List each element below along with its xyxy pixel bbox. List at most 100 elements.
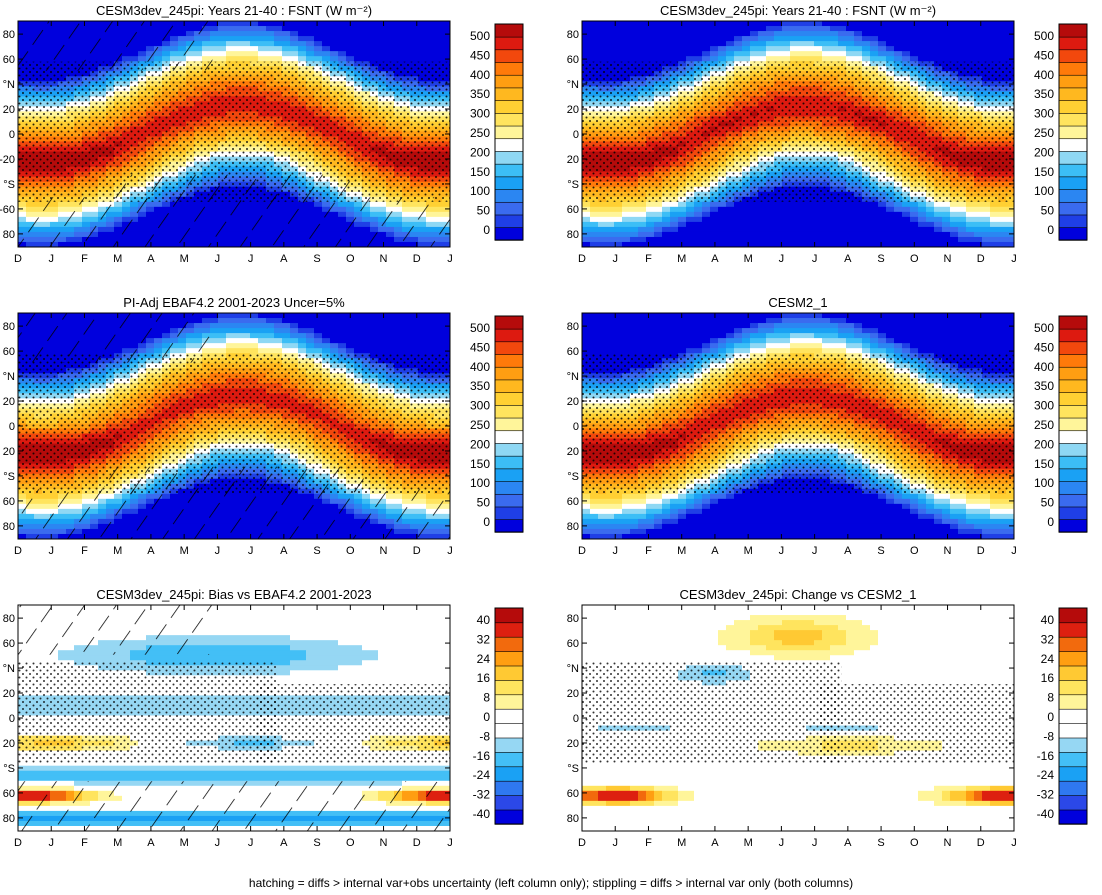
heatmap-cell: [718, 21, 727, 27]
heatmap-cell: [806, 56, 815, 62]
heatmap-cell: [750, 201, 759, 208]
heatmap-cell: [234, 46, 243, 52]
heatmap-cell: [638, 226, 647, 233]
heatmap-cell: [862, 21, 871, 27]
heatmap-cell: [774, 26, 783, 32]
heatmap-cell: [910, 221, 919, 228]
heatmap-cell: [934, 56, 943, 62]
heatmap-cell: [630, 226, 639, 233]
heatmap-cell: [822, 51, 831, 57]
heatmap-cell: [242, 36, 251, 42]
heatmap-cell: [266, 51, 275, 57]
heatmap-cell: [894, 21, 903, 27]
x-tick-label: A: [711, 253, 719, 265]
heatmap-cell: [654, 221, 663, 228]
heatmap-cell: [790, 241, 799, 247]
heatmap-cell: [726, 201, 735, 208]
heatmap-cell: [718, 26, 727, 32]
heatmap-cell: [974, 241, 983, 247]
heatmap-cell: [306, 56, 315, 62]
heatmap-cell: [614, 51, 623, 57]
heatmap-cell: [330, 56, 339, 62]
heatmap-cell: [974, 221, 983, 228]
heatmap-cell: [442, 46, 450, 52]
heatmap-cell: [886, 36, 895, 42]
heatmap-cell: [686, 206, 695, 213]
heatmap-cell: [622, 31, 631, 37]
heatmap-cell: [622, 21, 631, 27]
heatmap-cell: [702, 26, 711, 32]
heatmap-cell: [614, 21, 623, 27]
heatmap-cell: [886, 221, 895, 228]
heatmap-cell: [670, 31, 679, 37]
heatmap-cell: [838, 51, 847, 57]
colorbar-label: 400: [1034, 68, 1054, 82]
heatmap-cell: [678, 36, 687, 42]
heatmap-cell: [942, 21, 951, 27]
heatmap-cell: [410, 51, 419, 57]
colorbar-bin: [494, 176, 524, 190]
heatmap-cell: [234, 36, 243, 42]
heatmap-cell: [838, 206, 847, 213]
heatmap-cell: [766, 236, 775, 243]
heatmap-cell: [622, 241, 631, 247]
heatmap-cell: [386, 21, 395, 27]
heatmap-cell: [982, 31, 991, 37]
heatmap-cell: [894, 221, 903, 228]
heatmap-cell: [426, 31, 435, 37]
x-tick-label: A: [147, 253, 155, 265]
heatmap-cell: [822, 241, 831, 247]
heatmap-cell: [654, 206, 663, 213]
colorbar-bin: [1058, 36, 1088, 51]
heatmap-cell: [998, 41, 1007, 47]
heatmap-cell: [958, 236, 967, 243]
heatmap-cell: [798, 36, 807, 42]
heatmap-cell: [662, 46, 671, 52]
heatmap-cell: [750, 21, 759, 27]
heatmap-cell: [274, 56, 283, 62]
heatmap-cell: [974, 216, 983, 223]
heatmap-cell: [806, 211, 815, 218]
heatmap-cell: [250, 51, 259, 57]
heatmap-cell: [966, 56, 975, 62]
heatmap-cell: [846, 221, 855, 228]
heatmap-cell: [678, 231, 687, 238]
heatmap-cell: [950, 206, 959, 213]
heatmap-cell: [638, 26, 647, 32]
heatmap-cell: [982, 216, 991, 223]
heatmap-cell: [798, 231, 807, 238]
heatmap-cell: [766, 226, 775, 233]
heatmap-cell: [710, 31, 719, 37]
heatmap-cell: [394, 26, 403, 32]
heatmap-cell: [958, 31, 967, 37]
heatmap-cell: [870, 51, 879, 57]
heatmap-cell: [846, 226, 855, 233]
heatmap-cell: [774, 206, 783, 213]
heatmap-cell: [734, 236, 743, 243]
heatmap-cell: [790, 231, 799, 238]
heatmap-cell: [662, 36, 671, 42]
heatmap-cell: [974, 201, 983, 208]
heatmap-cell: [830, 206, 839, 213]
heatmap-cell: [854, 226, 863, 233]
heatmap-cell: [726, 21, 735, 27]
heatmap-cell: [822, 36, 831, 42]
heatmap-cell: [910, 216, 919, 223]
heatmap-cell: [290, 36, 299, 42]
heatmap-cell: [902, 21, 911, 27]
colorbar-label: 200: [470, 145, 490, 159]
heatmap-cell: [958, 221, 967, 228]
heatmap-cell: [902, 201, 911, 208]
heatmap-cell: [894, 51, 903, 57]
heatmap-cell: [950, 241, 959, 247]
heatmap-cell: [734, 211, 743, 218]
heatmap-cell: [822, 21, 831, 27]
heatmap-cell: [878, 241, 887, 247]
heatmap-cell: [902, 216, 911, 223]
heatmap-cell: [894, 231, 903, 238]
heatmap-cell: [758, 21, 767, 27]
heatmap-cell: [918, 206, 927, 213]
heatmap-cell: [822, 216, 831, 223]
heatmap-cell: [894, 241, 903, 247]
heatmap-cell: [814, 36, 823, 42]
